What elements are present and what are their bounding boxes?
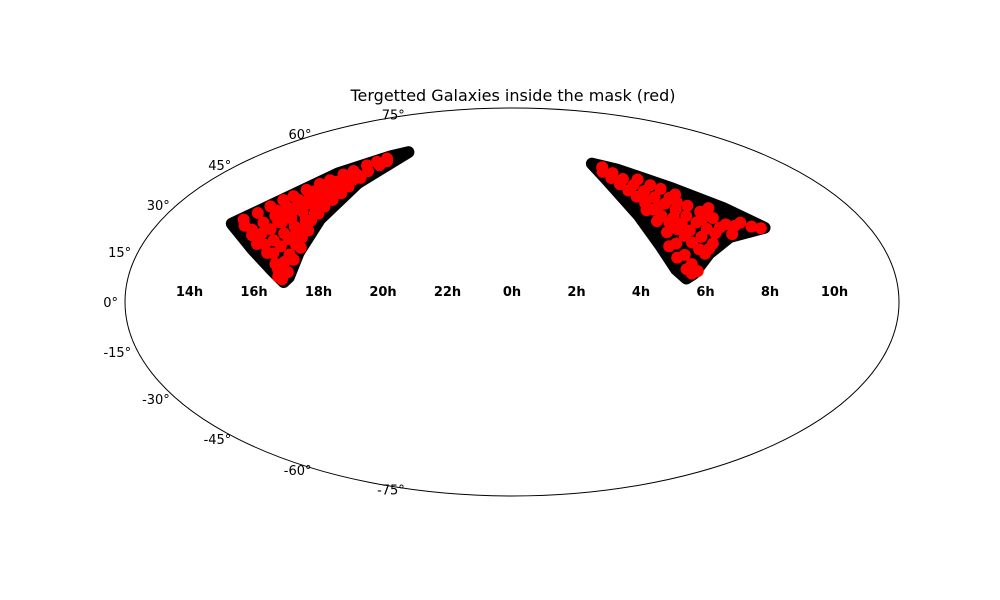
target-point <box>667 211 680 224</box>
dec-tick-label: 75° <box>382 109 405 124</box>
dec-tick-label: 30° <box>147 199 170 214</box>
target-point <box>302 224 315 237</box>
target-point <box>287 253 300 266</box>
target-point <box>272 215 285 228</box>
target-point <box>341 172 353 185</box>
target-point <box>596 161 609 174</box>
target-point <box>270 204 283 217</box>
target-point <box>648 191 661 204</box>
target-point <box>663 191 676 204</box>
plot-area <box>124 107 900 497</box>
target-point <box>683 224 696 237</box>
target-point <box>631 173 644 186</box>
target-point <box>324 185 337 198</box>
dec-tick-label: -60° <box>284 464 312 479</box>
target-point <box>312 207 325 220</box>
target-point <box>294 241 307 254</box>
target-point <box>373 159 386 172</box>
target-point <box>726 228 739 241</box>
ra-tick-label: 4h <box>632 285 650 300</box>
target-point <box>281 266 294 279</box>
ra-tick-label: 8h <box>761 285 779 300</box>
target-point <box>644 179 657 192</box>
target-point <box>616 173 629 185</box>
dec-tick-label: -15° <box>103 346 131 361</box>
target-point <box>680 263 693 276</box>
ra-tick-label: 6h <box>696 285 714 300</box>
target-point <box>251 207 264 219</box>
target-points <box>237 152 767 286</box>
target-point <box>255 227 268 240</box>
target-point <box>350 168 363 181</box>
projection-boundary <box>124 107 900 497</box>
dec-tick-label: -45° <box>204 433 232 448</box>
target-point <box>637 190 650 203</box>
target-point <box>267 247 280 260</box>
ra-tick-label: 0h <box>503 285 521 300</box>
ra-tick-label: 22h <box>434 285 461 300</box>
target-point <box>300 198 313 210</box>
dec-tick-label: 45° <box>208 159 231 174</box>
ra-tick-label: 16h <box>240 285 267 300</box>
ra-tick-label: 20h <box>369 285 396 300</box>
target-point <box>671 251 684 264</box>
ra-tick-label: 18h <box>305 285 332 300</box>
target-point <box>288 204 301 217</box>
target-point <box>274 240 287 253</box>
ra-tick-label: 10h <box>821 285 848 300</box>
target-point <box>640 204 653 217</box>
target-point <box>681 199 694 212</box>
dec-tick-label: -30° <box>142 393 170 408</box>
target-point <box>695 230 708 243</box>
target-point <box>654 182 667 195</box>
target-point <box>734 216 747 229</box>
ra-tick-labels: 14h 16h 18h 20h 22h 0h 2h 4h 6h 8h 10h <box>176 285 848 300</box>
target-point <box>651 215 663 228</box>
dec-tick-label: 0° <box>103 296 118 311</box>
target-point <box>652 200 665 213</box>
target-point <box>702 202 715 215</box>
ra-tick-label: 14h <box>176 285 203 300</box>
dec-tick-labels: -75° -60° -45° -30° -15° 0° 15° 30° 45° 60° 75° <box>103 109 405 499</box>
dec-tick-label: 15° <box>108 246 131 261</box>
target-point <box>309 194 322 206</box>
target-point <box>696 213 709 226</box>
target-point <box>703 242 716 255</box>
target-point <box>675 217 688 230</box>
target-point <box>246 229 259 242</box>
target-point <box>606 167 619 180</box>
target-point <box>713 221 726 234</box>
target-point <box>331 175 343 188</box>
target-point <box>264 223 277 236</box>
target-point <box>663 240 676 253</box>
target-point <box>661 226 673 239</box>
target-point <box>754 222 767 235</box>
target-point <box>335 187 348 200</box>
ra-tick-label: 2h <box>567 285 585 300</box>
chart-title: Tergetted Galaxies inside the mask (red) <box>349 86 675 105</box>
target-point <box>745 220 758 233</box>
dec-tick-label: 60° <box>288 128 311 143</box>
dec-tick-label: -75° <box>377 483 405 498</box>
